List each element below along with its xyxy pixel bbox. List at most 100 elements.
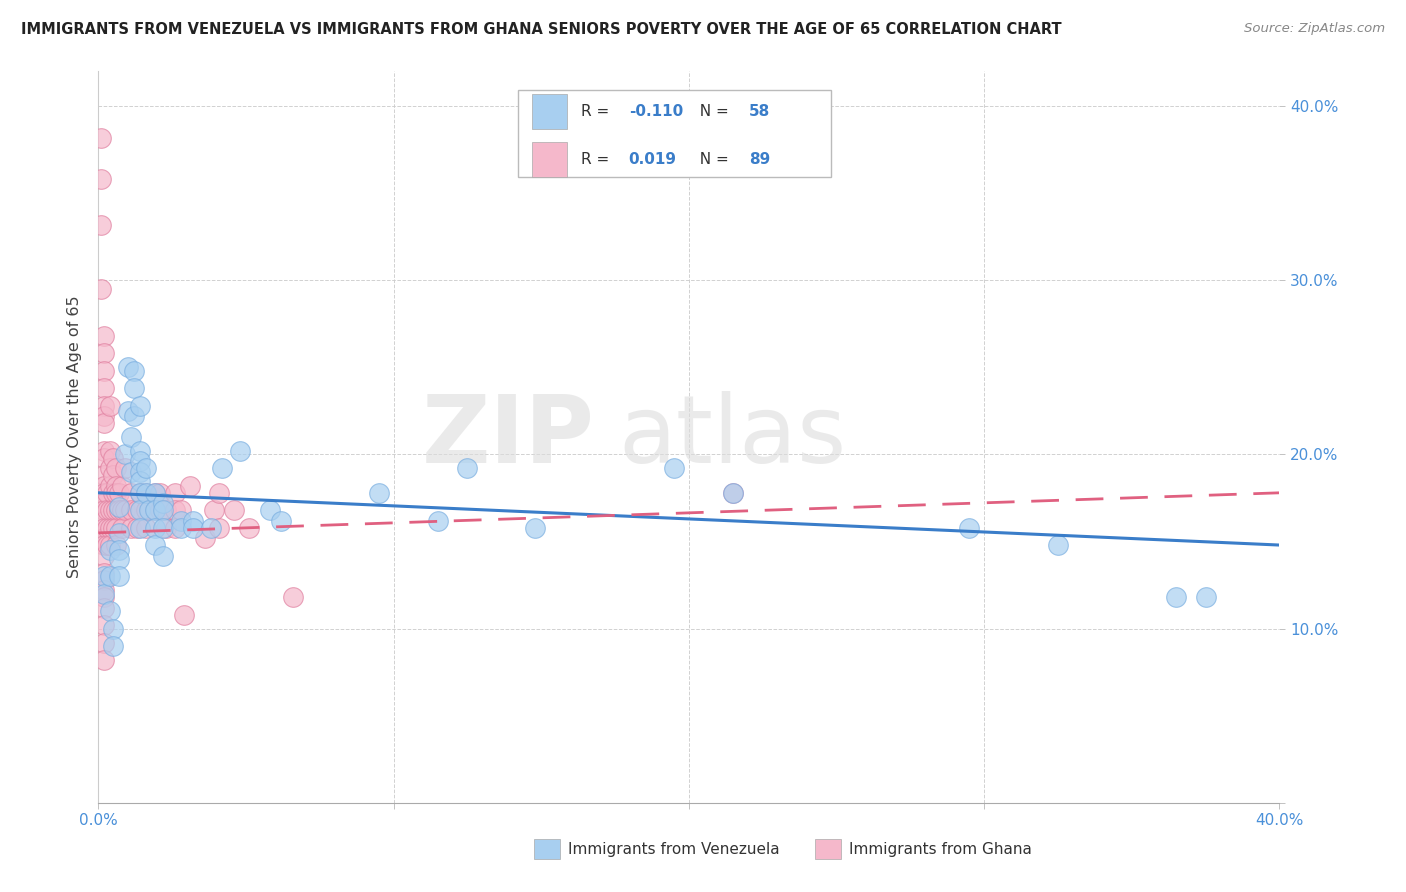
Point xyxy=(283,591,305,605)
Point xyxy=(93,521,115,535)
Y-axis label: Seniors Poverty Over the Age of 65: Seniors Poverty Over the Age of 65 xyxy=(66,296,82,578)
Point xyxy=(111,503,134,517)
Point xyxy=(135,521,157,535)
Point xyxy=(98,604,121,618)
Point xyxy=(143,503,166,517)
Point xyxy=(170,514,193,528)
Point xyxy=(93,496,115,510)
Point xyxy=(135,461,157,475)
Point xyxy=(128,399,150,413)
Point xyxy=(128,503,150,517)
Point xyxy=(103,450,125,465)
Point xyxy=(135,503,157,517)
Point xyxy=(125,521,148,535)
Point xyxy=(114,448,136,462)
Text: IMMIGRANTS FROM VENEZUELA VS IMMIGRANTS FROM GHANA SENIORS POVERTY OVER THE AGE : IMMIGRANTS FROM VENEZUELA VS IMMIGRANTS … xyxy=(21,22,1062,37)
Point xyxy=(152,503,174,517)
Point xyxy=(103,622,125,636)
Point xyxy=(93,479,115,493)
Point xyxy=(143,538,166,552)
Point xyxy=(723,485,745,500)
Point xyxy=(165,485,187,500)
Point xyxy=(98,569,121,583)
FancyBboxPatch shape xyxy=(531,94,567,129)
Point xyxy=(194,531,217,545)
Text: N =: N = xyxy=(690,152,734,167)
Text: atlas: atlas xyxy=(619,391,846,483)
Point xyxy=(98,503,121,517)
Point xyxy=(259,503,281,517)
Point xyxy=(959,521,981,535)
Text: Immigrants from Venezuela: Immigrants from Venezuela xyxy=(568,842,780,856)
Point xyxy=(143,485,166,500)
Point xyxy=(128,485,150,500)
Point xyxy=(93,364,115,378)
Point xyxy=(93,587,115,601)
Point xyxy=(108,485,131,500)
Point xyxy=(93,346,115,360)
Point xyxy=(368,485,391,500)
Point xyxy=(224,503,246,517)
Point xyxy=(108,500,131,514)
Point xyxy=(98,461,121,475)
Point xyxy=(103,639,125,653)
Point xyxy=(96,503,118,517)
Point xyxy=(90,172,112,186)
Point xyxy=(120,503,142,517)
Text: -0.110: -0.110 xyxy=(628,104,683,120)
Point xyxy=(93,618,115,632)
Point xyxy=(93,591,115,605)
Point xyxy=(93,485,115,500)
FancyBboxPatch shape xyxy=(517,90,831,178)
Point xyxy=(128,444,150,458)
Point xyxy=(122,364,145,378)
Point xyxy=(165,521,187,535)
Point xyxy=(93,381,115,395)
Point xyxy=(179,479,201,493)
Point xyxy=(98,521,121,535)
Point xyxy=(93,329,115,343)
Point xyxy=(90,130,112,145)
Point xyxy=(238,521,260,535)
Point xyxy=(103,521,125,535)
Point xyxy=(93,549,115,563)
Point xyxy=(1195,591,1218,605)
Point xyxy=(128,454,150,468)
Point xyxy=(105,461,128,475)
Text: Immigrants from Ghana: Immigrants from Ghana xyxy=(849,842,1032,856)
Point xyxy=(229,444,252,458)
Point xyxy=(103,503,125,517)
Point xyxy=(93,538,115,552)
Point xyxy=(90,218,112,232)
Point xyxy=(114,461,136,475)
Point xyxy=(664,461,686,475)
Point xyxy=(120,430,142,444)
Point xyxy=(457,461,479,475)
Point xyxy=(93,409,115,424)
Point xyxy=(155,503,177,517)
Point xyxy=(98,444,121,458)
Point xyxy=(208,485,231,500)
Text: R =: R = xyxy=(582,152,614,167)
Point xyxy=(152,496,174,510)
Point xyxy=(90,282,112,296)
Point xyxy=(120,521,142,535)
Point xyxy=(93,573,115,587)
Text: 89: 89 xyxy=(749,152,770,167)
Point xyxy=(98,399,121,413)
Point xyxy=(96,485,118,500)
Point xyxy=(111,479,134,493)
Point xyxy=(152,549,174,563)
Point xyxy=(149,503,172,517)
Text: 58: 58 xyxy=(749,104,770,120)
Point xyxy=(108,503,131,517)
Point xyxy=(149,485,172,500)
Point xyxy=(120,465,142,479)
Point xyxy=(125,503,148,517)
Point xyxy=(135,485,157,500)
Point xyxy=(105,485,128,500)
Text: 0.019: 0.019 xyxy=(628,152,676,167)
Point xyxy=(170,521,193,535)
Point xyxy=(122,381,145,395)
Point xyxy=(211,461,233,475)
